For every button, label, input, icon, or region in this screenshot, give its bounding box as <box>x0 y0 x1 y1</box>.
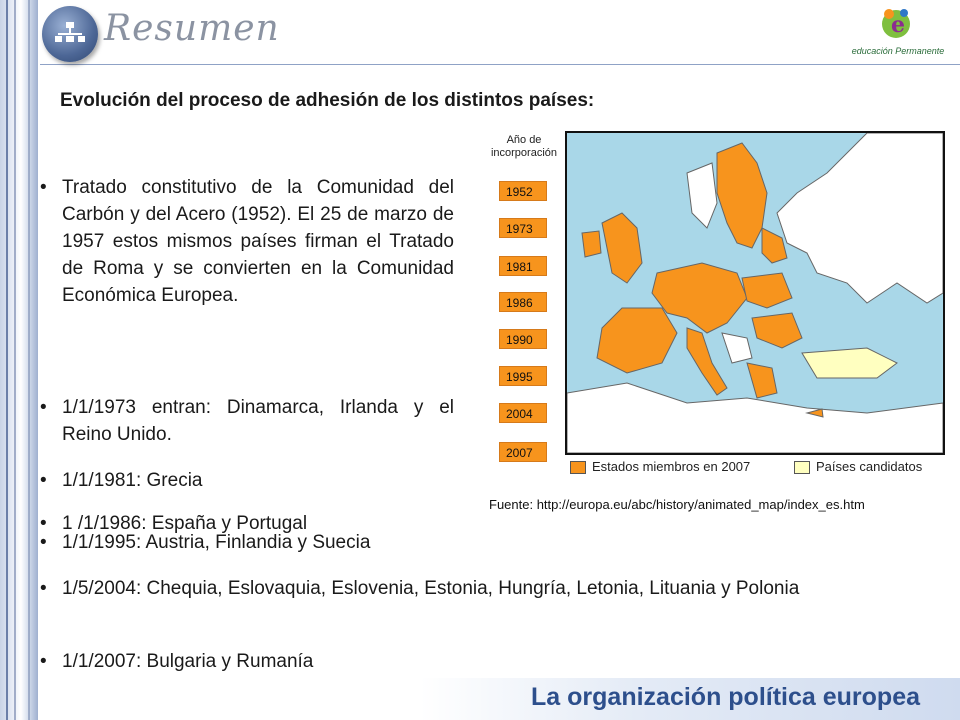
year-1995: 1995 <box>499 366 547 386</box>
year-1990: 1990 <box>499 329 547 349</box>
year-1952: 1952 <box>499 181 547 201</box>
year-2007: 2007 <box>499 442 547 462</box>
list-item: • 1/1/1973 entran: Dinamarca, Irlanda y … <box>40 397 454 445</box>
year-1973: 1973 <box>499 218 547 238</box>
year-1981: 1981 <box>499 256 547 276</box>
educacion-permanente-logo: e <box>836 4 956 66</box>
legend-swatch-members <box>570 461 586 475</box>
legend-members: Estados miembros en 2007 <box>570 459 750 475</box>
year-1986: 1986 <box>499 292 547 312</box>
year-2004: 2004 <box>499 403 547 423</box>
list-item: • 1/5/2004: Chequia, Eslovaquia, Esloven… <box>40 578 800 599</box>
map-source: Fuente: http://europa.eu/abc/history/ani… <box>489 497 865 512</box>
list-item: • 1/1/1995: Austria, Finlandia y Suecia <box>40 532 371 553</box>
left-border-decoration <box>0 0 38 720</box>
legend-swatch-candidates <box>794 461 810 475</box>
org-chart-icon <box>42 6 98 62</box>
header-divider <box>40 64 960 65</box>
europe-map <box>565 131 945 455</box>
list-item: • Tratado constitutivo de la Comunidad d… <box>40 177 454 306</box>
footer-title: La organización política europea <box>531 683 920 711</box>
page-header-title: Resumen <box>104 8 280 49</box>
map-year-label: Año de incorporación <box>490 134 558 159</box>
list-item: • 1 /1/1986: España y Portugal <box>40 513 308 534</box>
logo-caption: educación Permanente <box>851 46 945 56</box>
section-title: Evolución del proceso de adhesión de los… <box>60 90 595 111</box>
list-item: • 1/1/2007: Bulgaria y Rumanía <box>40 651 314 672</box>
footer-band <box>420 678 960 720</box>
svg-text:e: e <box>891 12 905 38</box>
list-item: • 1/1/1981: Grecia <box>40 470 203 491</box>
legend-candidates: Países candidatos <box>794 459 922 475</box>
